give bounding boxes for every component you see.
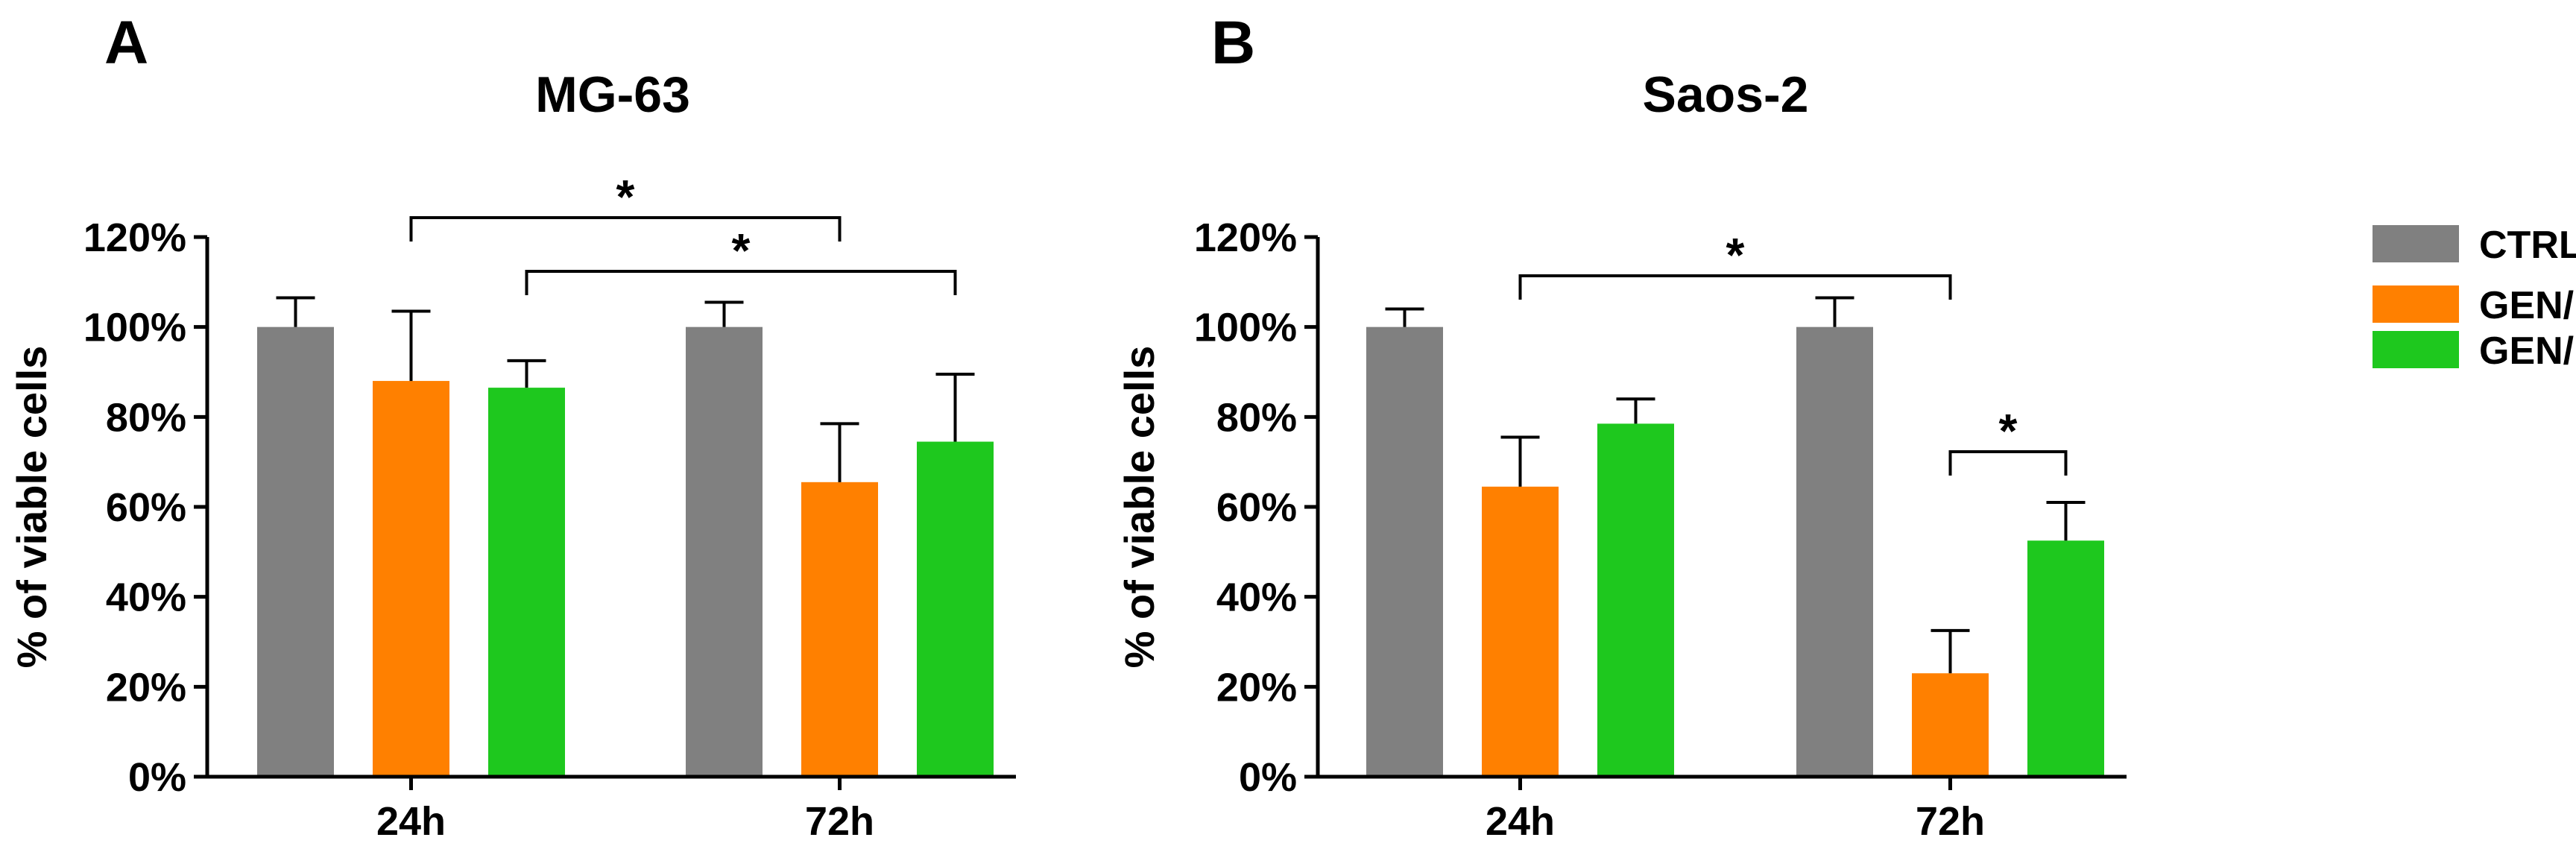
x-tick-label-24h: 24h — [1486, 799, 1555, 844]
significance-label: * — [732, 224, 751, 277]
y-tick-label: 0% — [1239, 755, 1297, 800]
y-tick-label: 40% — [1216, 575, 1297, 620]
legend-label-gen-pbs: GEN/PBS — [2479, 284, 2576, 327]
y-tick-label: 120% — [1194, 215, 1297, 260]
bar-ctrl-72h — [686, 326, 763, 777]
significance-label: * — [616, 170, 635, 224]
legend-label-ctrl: CTRL — [2479, 224, 2576, 267]
significance-label: * — [1726, 228, 1745, 282]
bar-ctrl-24h — [257, 326, 334, 777]
bar-ctrl-24h — [1366, 326, 1443, 777]
y-axis-label-a: % of viable cells — [8, 346, 55, 669]
legend-swatch-gen-etoh — [2373, 331, 2459, 368]
y-tick-label: 100% — [83, 306, 186, 350]
panel-a: A MG-63 % of viable cells 0% 20% 40% 60% 80%… — [8, 9, 1016, 844]
significance-label: * — [1999, 404, 2018, 458]
y-tick-label: 60% — [1216, 485, 1297, 530]
significance-bracket — [1518, 274, 1952, 300]
legend-swatch-ctrl — [2373, 225, 2459, 262]
significance-bracket — [525, 270, 957, 295]
plot-area-b: 0% 20% 40% 60% 80% 100% 120% 24h 72h * * — [1194, 215, 2127, 844]
bar-gen-pbs-72h — [801, 482, 878, 777]
chart-title-saos2: Saos-2 — [1643, 66, 1809, 123]
x-tick-label-72h: 72h — [805, 799, 874, 844]
y-tick-label: 20% — [1216, 665, 1297, 710]
significance-bracket — [1948, 450, 2068, 476]
panel-letter-b: B — [1211, 9, 1255, 77]
y-tick-label: 100% — [1194, 306, 1297, 350]
x-tick-label-72h: 72h — [1916, 799, 1985, 844]
y-tick-label: 20% — [106, 665, 186, 710]
y-tick-label: 40% — [106, 575, 186, 620]
y-axis-label-b: % of viable cells — [1116, 346, 1163, 669]
bar-ctrl-72h — [1796, 326, 1873, 777]
bar-gen-pbs-24h — [373, 381, 449, 777]
bar-gen-etoh-72h — [2027, 540, 2104, 777]
y-tick-label: 80% — [106, 395, 186, 440]
x-tick-label-24h: 24h — [376, 799, 446, 844]
significance-bracket — [409, 216, 842, 242]
chart-title-mg63: MG-63 — [535, 66, 690, 123]
panel-b: B Saos-2 % of viable cells 0% 20% 40% 60% 80… — [1116, 9, 2127, 844]
legend-label-gen-etoh: GEN/EtOH — [2479, 329, 2576, 373]
bar-gen-pbs-72h — [1912, 673, 1989, 777]
y-tick-label: 0% — [128, 755, 186, 800]
bar-gen-pbs-24h — [1482, 486, 1559, 777]
panel-letter-a: A — [104, 9, 148, 77]
bar-gen-etoh-24h — [488, 388, 565, 777]
bar-gen-etoh-72h — [917, 441, 994, 777]
y-tick-label: 120% — [83, 215, 186, 260]
plot-area-a: 0% 20% 40% 60% 80% 100% 120% 24h 72h * * — [83, 170, 1016, 844]
legend-swatch-gen-pbs — [2373, 285, 2459, 323]
legend: CTRL GEN/PBS GEN/EtOH — [2373, 224, 2576, 373]
bar-gen-etoh-24h — [1597, 423, 1674, 777]
y-tick-label: 80% — [1216, 395, 1297, 440]
y-tick-label: 60% — [106, 485, 186, 530]
